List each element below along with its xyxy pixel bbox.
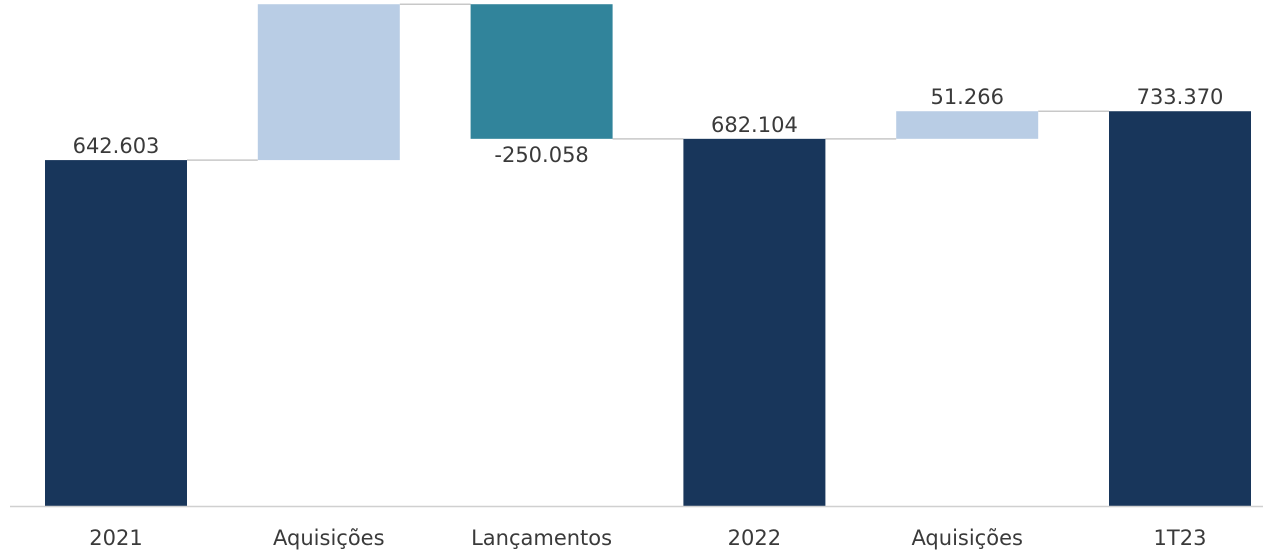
category-label-5: Aquisições <box>911 526 1023 550</box>
bar-6 <box>1109 111 1251 507</box>
bar-3 <box>470 4 613 139</box>
value-label-3: -250.058 <box>494 143 588 167</box>
category-label-2: Aquisições <box>273 526 385 550</box>
bars <box>45 4 1251 507</box>
category-label-6: 1T23 <box>1154 526 1207 550</box>
category-label-4: 2022 <box>728 526 781 550</box>
bar-4 <box>683 138 826 506</box>
value-label-2: 289.559 <box>285 0 372 2</box>
connector-lines <box>187 3 1109 161</box>
value-label-6: 733.370 <box>1137 85 1224 109</box>
category-labels: 2021 Aquisições Lançamentos 2022 Aquisições 1… <box>89 526 1206 550</box>
value-label-1: 642.603 <box>73 134 160 158</box>
bar-1 <box>45 160 187 506</box>
category-label-3: Lançamentos <box>471 526 612 550</box>
value-labels: 642.603 289.559 -250.058 682.104 51.266 733.3… <box>73 0 1224 167</box>
value-label-5: 51.266 <box>930 85 1003 109</box>
bar-5 <box>896 111 1039 139</box>
category-label-1: 2021 <box>89 526 142 550</box>
value-label-4: 682.104 <box>711 113 798 137</box>
bar-2 <box>257 4 400 161</box>
